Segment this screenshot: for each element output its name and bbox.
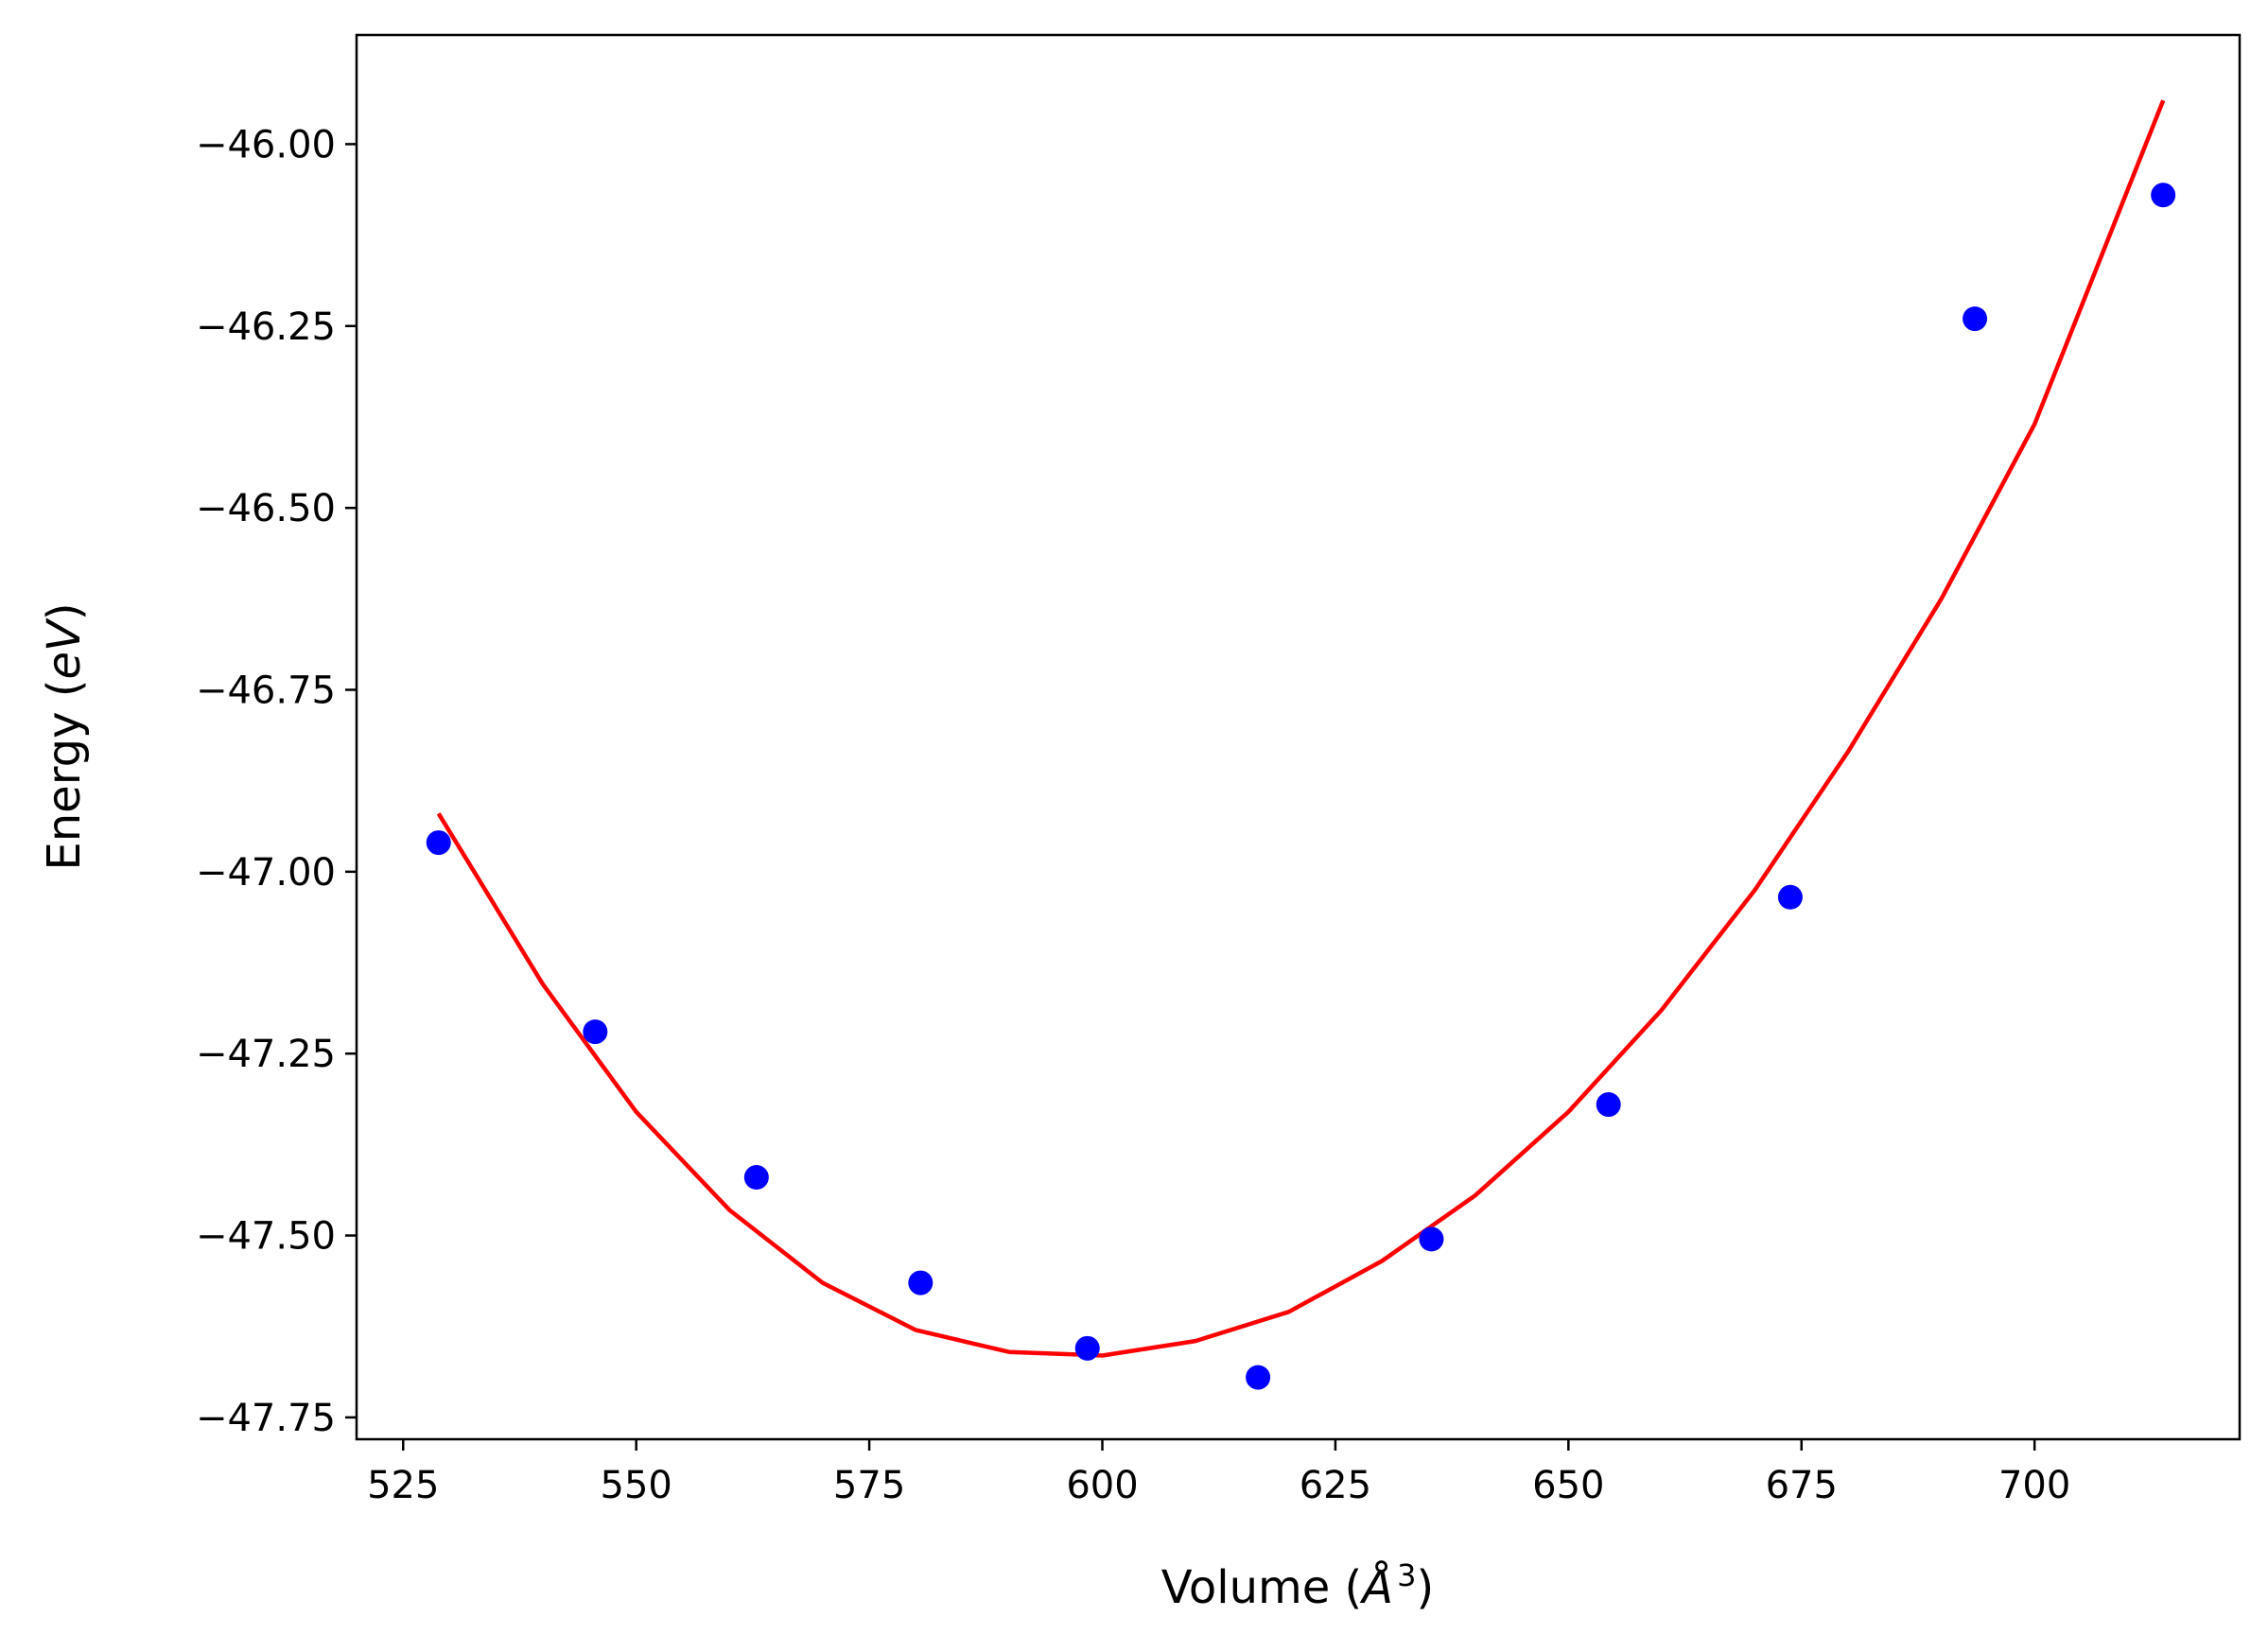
y-tick-label: −47.25 [196,1033,336,1076]
plot-area [357,35,2240,1439]
data-point [1963,306,1988,332]
y-tick-label: −47.50 [196,1215,336,1259]
y-axis-label-close: ) [38,602,91,620]
y-tick-label: −46.50 [196,487,336,530]
y-tick-label: −47.75 [196,1397,336,1440]
plot-frame [355,33,2242,1441]
x-tick-label: 700 [1998,1464,2070,1507]
y-axis-ticks: −46.00 −46.25 −46.50 −46.75 −47.00 −47.25 −47.… [196,123,357,1440]
x-tick-label: 650 [1532,1464,1604,1507]
data-point [743,1165,769,1191]
y-axis-label-text: Energy ( [38,680,91,871]
data-point [2151,183,2176,208]
y-tick-label: −46.75 [196,669,336,712]
y-tick-label: −46.25 [196,305,336,349]
data-point [583,1019,608,1045]
data-points-layer [426,183,2176,1390]
x-axis-label-close: ) [1416,1561,1434,1614]
x-axis-label-unit: Å [1359,1560,1393,1614]
fit-curve-layer [436,99,2166,1358]
fit-curve [436,99,2166,1358]
x-tick-label: 575 [833,1464,905,1507]
data-point [1246,1365,1271,1390]
data-point [426,830,451,856]
data-point [1074,1335,1100,1361]
x-tick-label: 550 [601,1464,672,1507]
x-tick-label: 525 [367,1464,439,1507]
x-tick-label: 600 [1066,1464,1138,1507]
y-axis-label-unit: eV [38,617,91,680]
y-axis-label: Energy (eV) [38,602,91,870]
data-point [1596,1092,1621,1118]
y-tick-label: −46.00 [196,123,336,166]
x-tick-label: 675 [1766,1464,1838,1507]
x-axis-label-exponent: 3 [1397,1557,1416,1593]
x-axis-ticks: 525 550 575 600 625 650 675 700 [367,1439,2070,1507]
x-axis-label-text: Volume ( [1161,1561,1363,1614]
data-point [1419,1226,1444,1252]
x-axis-label: Volume (Å 3) [1161,1557,1434,1614]
x-tick-label: 625 [1300,1464,1371,1507]
data-point [908,1270,933,1296]
data-point [1777,884,1803,910]
y-tick-label: −47.00 [196,851,336,895]
